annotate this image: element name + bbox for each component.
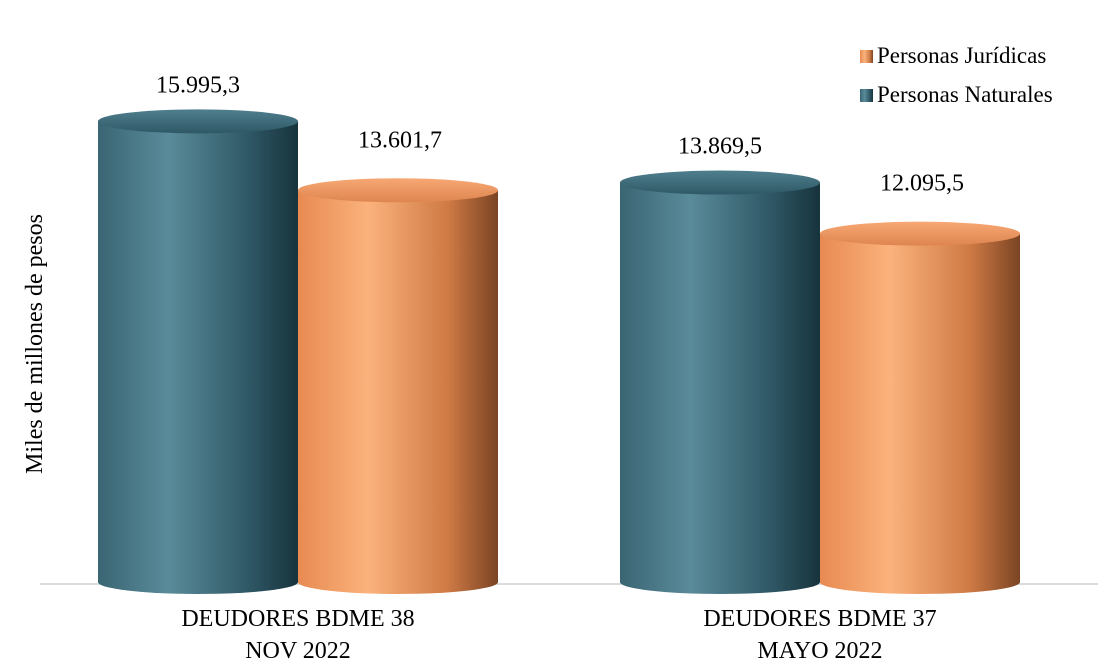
value-labels: 15.995,3 13.601,7 13.869,5 12.095,5 bbox=[156, 72, 964, 196]
legend-swatch-personas-juridicas bbox=[860, 50, 873, 63]
x-tick-labels: DEUDORES BDME 38 NOV 2022 DEUDORES BDME 37… bbox=[181, 606, 936, 664]
legend-item-personas-juridicas: Personas Jurídicas bbox=[860, 43, 1046, 68]
bar-top-personas-juridicas-2 bbox=[820, 221, 1020, 246]
bar-top-personas-naturales-2 bbox=[620, 170, 820, 195]
data-label-personas-juridicas-1: 13.601,7 bbox=[358, 127, 442, 153]
bar-personas-juridicas-2 bbox=[820, 221, 1020, 594]
legend-item-personas-naturales: Personas Naturales bbox=[860, 82, 1053, 107]
x-tick-label-2: DEUDORES BDME 37 MAYO 2022 bbox=[703, 606, 936, 664]
bar-top-personas-naturales-1 bbox=[98, 109, 298, 134]
legend: Personas Jurídicas Personas Naturales bbox=[860, 43, 1053, 107]
data-label-personas-naturales-1: 15.995,3 bbox=[156, 72, 240, 98]
legend-swatch-personas-naturales bbox=[860, 89, 873, 102]
y-axis-label: Miles de millones de pesos bbox=[22, 214, 48, 474]
legend-label-personas-naturales: Personas Naturales bbox=[877, 82, 1053, 107]
x-tick-label-1: DEUDORES BDME 38 NOV 2022 bbox=[181, 606, 414, 664]
legend-label-personas-juridicas: Personas Jurídicas bbox=[877, 43, 1046, 68]
bars bbox=[98, 109, 1020, 594]
bar-personas-naturales-2 bbox=[620, 170, 820, 594]
bar-personas-juridicas-1 bbox=[298, 178, 498, 594]
data-label-personas-naturales-2: 13.869,5 bbox=[678, 134, 762, 160]
bar-top-personas-juridicas-1 bbox=[298, 178, 498, 203]
bar-personas-naturales-1 bbox=[98, 109, 298, 594]
data-label-personas-juridicas-2: 12.095,5 bbox=[880, 171, 964, 197]
